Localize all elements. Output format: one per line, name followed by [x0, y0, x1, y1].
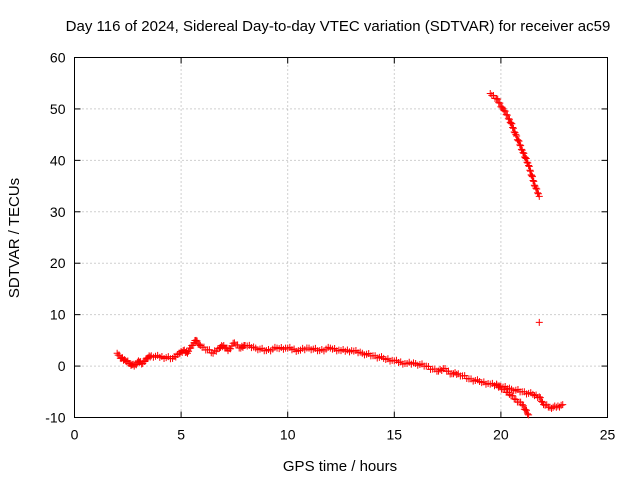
y-tick-label: -10	[45, 410, 65, 426]
data-point	[507, 119, 515, 127]
data-point	[500, 107, 508, 115]
x-tick-label: 10	[280, 427, 296, 443]
data-point	[525, 411, 533, 419]
x-tick-label: 20	[493, 427, 509, 443]
data-point	[521, 406, 529, 414]
data-point	[495, 99, 503, 107]
data-point	[516, 141, 524, 149]
data-point	[489, 91, 497, 99]
data-point	[527, 171, 535, 179]
data-point	[453, 370, 461, 378]
x-tick-label: 15	[387, 427, 403, 443]
data-point	[559, 401, 567, 409]
data-point	[502, 111, 510, 119]
y-axis-label: SDTVAR / TECUs	[6, 178, 23, 298]
data-point	[535, 318, 543, 326]
data-point	[501, 107, 509, 115]
data-point	[530, 177, 538, 185]
data-point	[506, 118, 514, 126]
data-point	[493, 95, 501, 103]
data-point	[192, 336, 200, 344]
ticks: 0 5 10 15 20 25 -10 0 10 20 30 40 50 60	[45, 50, 615, 443]
data-point	[533, 185, 541, 193]
data-point	[508, 120, 516, 128]
data-point	[451, 369, 459, 377]
data-point	[509, 392, 517, 400]
data-point	[509, 124, 517, 132]
data-point	[524, 410, 532, 418]
data-points	[113, 90, 567, 419]
data-point	[522, 155, 530, 163]
data-point	[505, 115, 513, 123]
data-point	[536, 394, 544, 402]
data-point	[517, 145, 525, 153]
data-point	[505, 390, 513, 398]
data-point	[494, 95, 502, 103]
data-point	[534, 189, 542, 197]
data-point	[532, 184, 540, 192]
data-point	[501, 385, 509, 393]
y-tick-label: 40	[50, 152, 66, 168]
data-point	[496, 99, 504, 107]
data-point	[504, 388, 512, 396]
data-point	[528, 172, 536, 180]
data-point	[519, 149, 527, 157]
data-point	[535, 192, 543, 200]
y-tick-label: 10	[50, 307, 66, 323]
plot-frame	[74, 57, 608, 418]
data-point	[529, 177, 537, 184]
data-point	[512, 131, 520, 139]
data-point	[504, 115, 512, 123]
data-point	[526, 166, 534, 174]
data-point	[521, 153, 529, 161]
grid	[74, 57, 608, 418]
x-tick-label: 5	[177, 427, 185, 443]
y-tick-label: 30	[50, 204, 66, 220]
chart-title: Day 116 of 2024, Sidereal Day-to-day VTE…	[66, 18, 611, 35]
data-point	[523, 158, 531, 166]
data-point	[196, 342, 204, 349]
data-point	[527, 167, 535, 175]
data-point	[535, 393, 543, 401]
x-tick-label: 0	[71, 427, 79, 443]
data-point	[530, 181, 538, 189]
data-point	[496, 382, 504, 390]
data-point	[521, 154, 529, 162]
data-point	[513, 132, 521, 140]
x-axis-label: GPS time / hours	[283, 458, 397, 475]
data-point	[514, 136, 522, 144]
x-tick-label: 25	[600, 427, 616, 443]
data-point	[522, 406, 530, 414]
data-point	[200, 343, 208, 351]
data-point	[503, 111, 511, 119]
data-point	[520, 149, 528, 157]
data-point	[195, 340, 203, 348]
data-point	[436, 365, 444, 373]
data-point	[517, 142, 525, 150]
data-point	[525, 162, 533, 170]
data-point	[554, 402, 562, 410]
data-point	[513, 136, 521, 144]
data-point	[518, 401, 526, 409]
y-tick-label: 50	[50, 101, 66, 117]
y-tick-label: 60	[50, 50, 66, 66]
data-point	[510, 395, 518, 403]
data-point	[519, 402, 527, 410]
data-point	[234, 341, 242, 349]
data-point	[205, 346, 213, 354]
data-point	[509, 124, 517, 132]
data-point	[529, 390, 537, 398]
data-point	[525, 162, 533, 169]
data-point	[528, 173, 536, 181]
y-tick-label: 0	[58, 358, 66, 374]
y-tick-label: 20	[50, 255, 66, 271]
data-point	[515, 137, 523, 145]
data-point	[557, 401, 565, 409]
